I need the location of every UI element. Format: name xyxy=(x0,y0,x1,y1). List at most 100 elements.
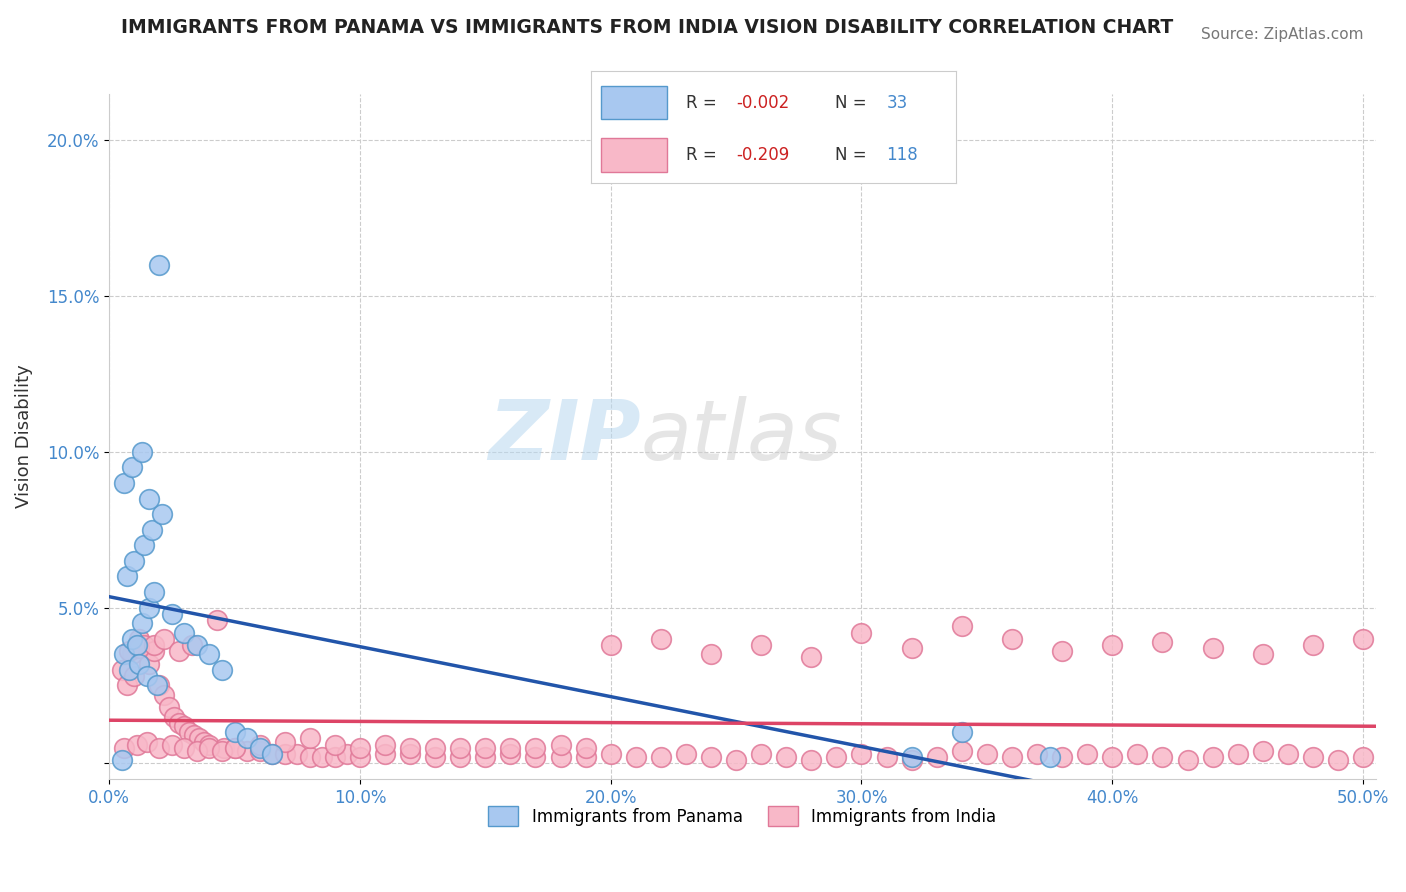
Point xyxy=(236,731,259,746)
Point xyxy=(349,750,371,764)
Point xyxy=(143,644,166,658)
Y-axis label: Vision Disability: Vision Disability xyxy=(15,365,32,508)
Text: N =: N = xyxy=(835,146,872,164)
Point xyxy=(249,738,271,752)
Point xyxy=(122,554,145,568)
Point xyxy=(499,747,522,761)
Point xyxy=(775,750,797,764)
Point xyxy=(112,475,135,490)
Point xyxy=(163,709,186,723)
Point xyxy=(374,747,396,761)
Point xyxy=(153,632,176,646)
Legend: Immigrants from Panama, Immigrants from India: Immigrants from Panama, Immigrants from … xyxy=(482,800,1002,832)
Text: Source: ZipAtlas.com: Source: ZipAtlas.com xyxy=(1201,27,1364,42)
Point xyxy=(1101,638,1123,652)
Point xyxy=(599,638,621,652)
Point xyxy=(1251,648,1274,662)
Point xyxy=(131,616,153,631)
Point xyxy=(1302,750,1324,764)
Point xyxy=(125,738,148,752)
Point xyxy=(131,445,153,459)
Point xyxy=(599,747,621,761)
Point xyxy=(224,725,246,739)
Text: 118: 118 xyxy=(887,146,918,164)
Point xyxy=(179,725,201,739)
Text: IMMIGRANTS FROM PANAMA VS IMMIGRANTS FROM INDIA VISION DISABILITY CORRELATION CH: IMMIGRANTS FROM PANAMA VS IMMIGRANTS FRO… xyxy=(121,18,1173,37)
Point xyxy=(198,740,221,755)
FancyBboxPatch shape xyxy=(602,86,668,120)
Point xyxy=(141,523,163,537)
Point xyxy=(1038,750,1060,764)
Point xyxy=(1351,632,1374,646)
Point xyxy=(336,747,359,761)
Point xyxy=(1201,641,1223,656)
Point xyxy=(186,638,208,652)
Point xyxy=(150,507,173,521)
Point xyxy=(121,632,143,646)
Point xyxy=(211,663,233,677)
Point xyxy=(249,740,271,755)
Point xyxy=(134,638,156,652)
Point xyxy=(474,740,496,755)
Text: -0.002: -0.002 xyxy=(737,94,790,112)
Point xyxy=(1050,644,1073,658)
Point xyxy=(145,678,167,692)
Point xyxy=(399,747,422,761)
Point xyxy=(1076,747,1098,761)
Point xyxy=(262,747,284,761)
Point xyxy=(153,688,176,702)
Point xyxy=(160,607,183,621)
Point xyxy=(160,738,183,752)
Point xyxy=(273,734,295,748)
Point xyxy=(138,657,160,671)
Point xyxy=(111,663,134,677)
Point xyxy=(1277,747,1299,761)
Point xyxy=(148,740,170,755)
Point xyxy=(121,460,143,475)
Point xyxy=(115,678,138,692)
Point xyxy=(749,638,772,652)
Point xyxy=(143,585,166,599)
Point xyxy=(423,740,446,755)
Point xyxy=(700,750,723,764)
Point xyxy=(524,740,547,755)
Point xyxy=(173,719,195,733)
Point xyxy=(950,619,973,633)
Point xyxy=(876,750,898,764)
Point xyxy=(976,747,998,761)
Point xyxy=(115,569,138,583)
Point xyxy=(1152,635,1174,649)
Point xyxy=(851,625,873,640)
Point xyxy=(122,669,145,683)
Point xyxy=(650,750,672,764)
Point xyxy=(214,740,236,755)
Point xyxy=(188,731,211,746)
Point xyxy=(298,750,321,764)
Point xyxy=(138,600,160,615)
Point xyxy=(262,747,284,761)
Point xyxy=(138,491,160,506)
Text: R =: R = xyxy=(686,94,721,112)
Point xyxy=(1001,632,1024,646)
Point xyxy=(186,744,208,758)
Point xyxy=(524,750,547,764)
Point xyxy=(1251,744,1274,758)
Point xyxy=(449,740,471,755)
Point xyxy=(1201,750,1223,764)
Point xyxy=(224,740,246,755)
Point xyxy=(224,740,246,755)
Point xyxy=(1126,747,1149,761)
Point xyxy=(236,744,259,758)
Point xyxy=(211,744,233,758)
Text: R =: R = xyxy=(686,146,721,164)
Point xyxy=(1101,750,1123,764)
Point xyxy=(1177,753,1199,767)
Point xyxy=(148,678,170,692)
Point xyxy=(624,750,647,764)
Point xyxy=(111,753,134,767)
Point xyxy=(800,650,823,665)
Point xyxy=(169,644,191,658)
Point xyxy=(323,738,346,752)
Point xyxy=(135,734,157,748)
Point xyxy=(950,725,973,739)
